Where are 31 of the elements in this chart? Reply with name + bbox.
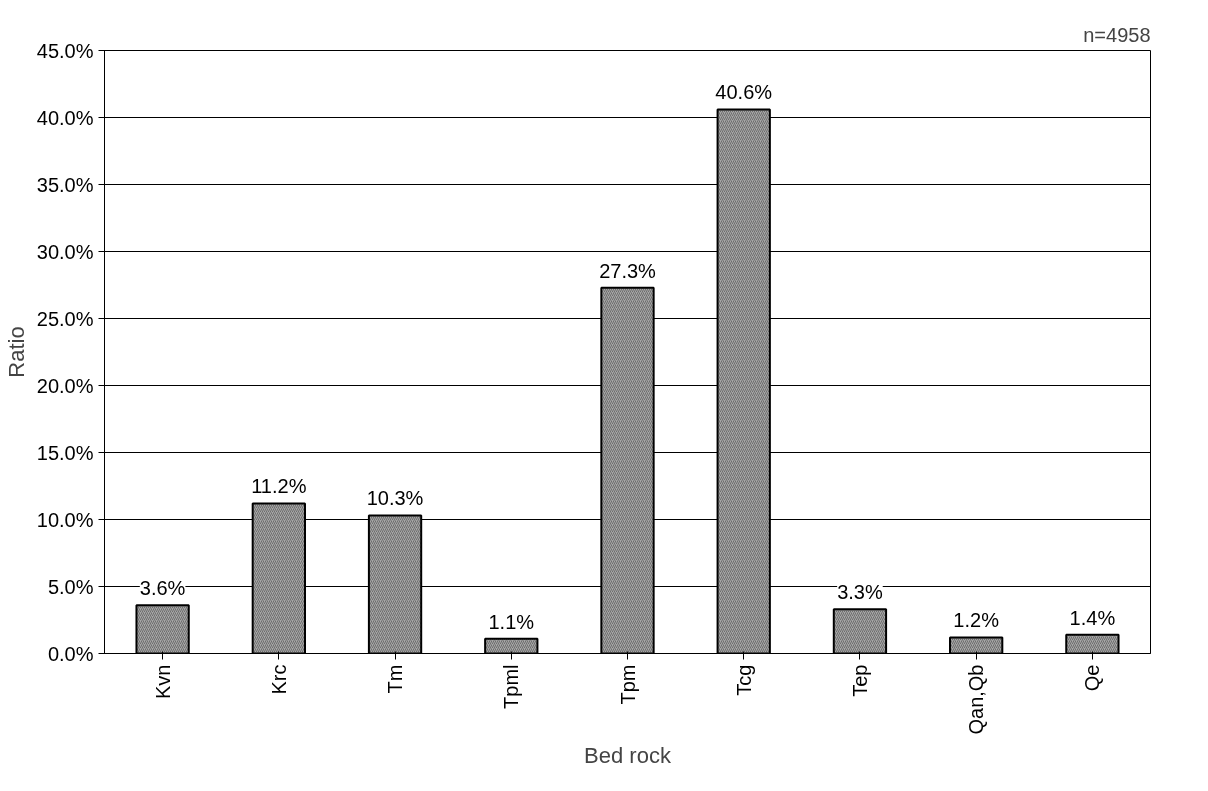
x-tick-label: Kvn <box>151 664 174 699</box>
y-tick-label: 40.0% <box>36 106 94 129</box>
y-tick-label: 25.0% <box>36 307 94 330</box>
y-tick-label: 5.0% <box>47 575 94 598</box>
x-tick-label: Tep <box>848 664 871 697</box>
data-label: 1.2% <box>953 609 1000 632</box>
data-label: 3.6% <box>139 577 186 600</box>
data-label: 11.2% <box>251 475 307 498</box>
data-label: 1.1% <box>488 610 535 633</box>
x-tick-label: Tm <box>384 664 407 694</box>
y-tick-label: 20.0% <box>36 374 94 397</box>
x-tick-label: Qe <box>1081 664 1104 692</box>
data-label: 10.3% <box>366 487 424 510</box>
x-tick-label: Tcg <box>732 664 755 696</box>
data-label: 3.3% <box>837 581 883 604</box>
data-label: 1.4% <box>1069 606 1116 629</box>
y-axis-title: Ratio <box>3 326 29 378</box>
y-tick-label: 30.0% <box>36 240 94 263</box>
y-tick-label: 15.0% <box>36 441 94 464</box>
x-tick-label: Krc <box>267 664 290 695</box>
data-label: 40.6% <box>715 81 773 104</box>
x-tick-label: Tpml <box>500 664 523 709</box>
x-axis-title: Bed rock <box>584 742 672 768</box>
text: n=4958 <box>1083 23 1151 46</box>
data-label: 27.3% <box>599 259 657 282</box>
y-tick-label: 10.0% <box>36 508 94 531</box>
y-tick-label: 35.0% <box>36 173 94 196</box>
x-tick-label: Qan,Qb <box>965 664 988 735</box>
y-tick-label: 0.0% <box>47 642 94 665</box>
x-tick-label: Tpm <box>616 664 639 705</box>
y-tick-label: 45.0% <box>36 39 94 62</box>
